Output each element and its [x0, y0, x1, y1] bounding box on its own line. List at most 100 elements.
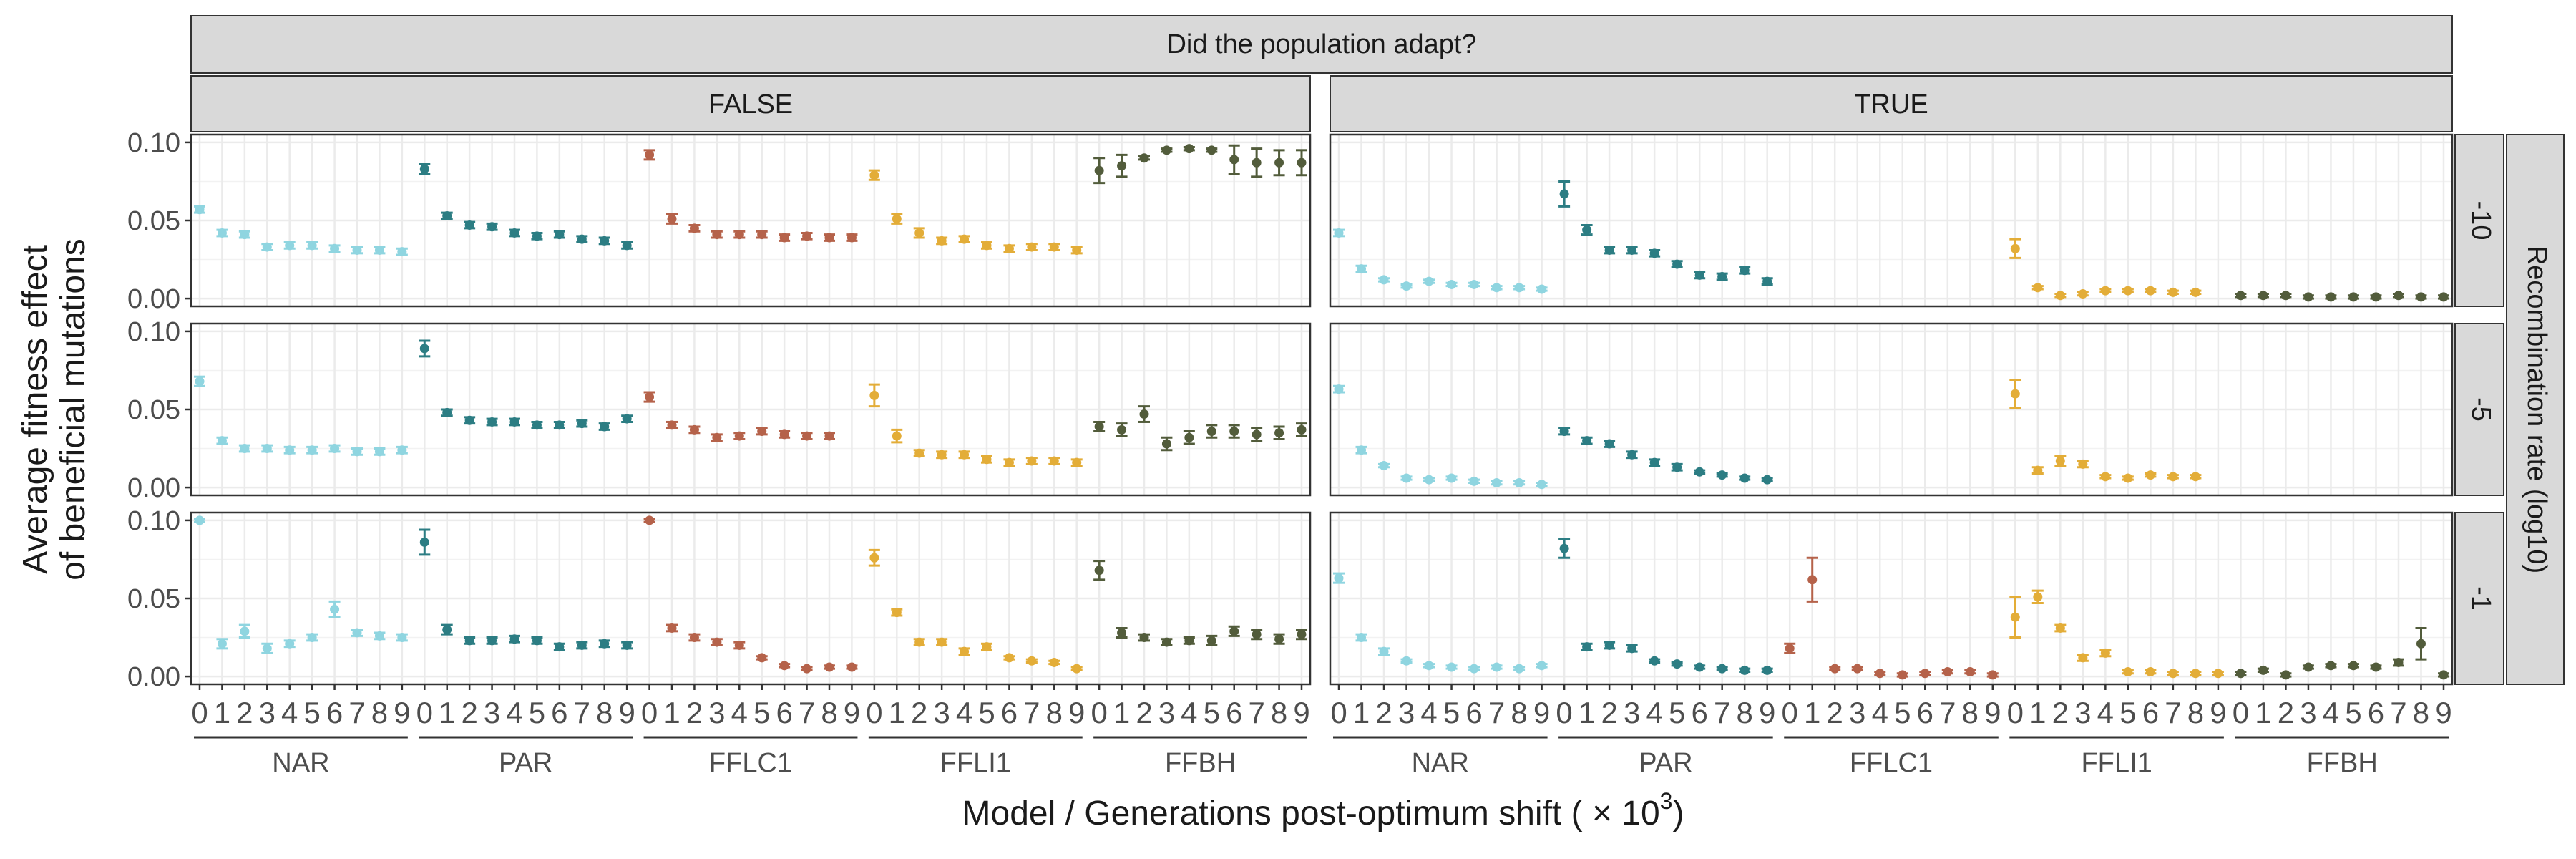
row-strip-minus10: -10 [2454, 134, 2504, 307]
data-point-PAR [532, 636, 542, 646]
data-point-FFBH [1274, 428, 1284, 438]
data-point-FFLI1 [2010, 243, 2020, 253]
row-strip-minus5: -5 [2454, 323, 2504, 496]
x-tick-label: 7 [1939, 696, 1956, 729]
model-label: FFBH [2307, 748, 2378, 778]
x-tick-label: 1 [1353, 696, 1370, 729]
data-point-FFLI1 [1004, 243, 1014, 253]
data-point-FFBH [2371, 292, 2381, 302]
data-point-FFLI1 [2078, 653, 2088, 663]
data-point-FFBH [1206, 427, 1216, 437]
data-point-PAR [1649, 656, 1659, 666]
x-tick-label: 2 [461, 696, 477, 729]
data-point-FFLC1 [802, 664, 812, 674]
x-tick-label: 5 [529, 696, 545, 729]
data-point-FFLI1 [1049, 657, 1059, 667]
data-point-FFLC1 [1875, 669, 1885, 679]
data-point-FFBH [1161, 145, 1171, 155]
data-point-PAR [1694, 662, 1704, 672]
data-point-FFBH [2394, 657, 2404, 667]
data-point-NAR [374, 631, 384, 641]
x-tick-label: 1 [1804, 696, 1820, 729]
data-point-FFLI1 [892, 431, 902, 441]
data-point-FFBH [1139, 409, 1149, 419]
x-tick-label: 8 [1737, 696, 1753, 729]
x-tick-label: 3 [933, 696, 950, 729]
data-point-FFBH [1094, 422, 1104, 432]
x-tick-label: 1 [1113, 696, 1130, 729]
data-point-NAR [352, 447, 362, 457]
data-point-FFLI1 [2123, 473, 2133, 483]
data-point-FFBH [2326, 292, 2336, 302]
data-point-FFLI1 [914, 228, 924, 238]
data-point-FFLI1 [1072, 245, 1082, 255]
data-point-PAR [600, 639, 610, 649]
data-point-FFBH [1117, 628, 1127, 638]
data-point-PAR [622, 414, 632, 424]
data-point-FFLI1 [1027, 242, 1037, 252]
data-point-FFLC1 [645, 392, 655, 402]
data-point-NAR [330, 604, 340, 614]
x-tick-label: 4 [1872, 696, 1888, 729]
x-tick-label: 1 [439, 696, 455, 729]
y-tick-label: 0.05 [127, 584, 180, 614]
data-point-FFLI1 [2145, 667, 2155, 677]
data-point-FFBH [1094, 165, 1104, 175]
data-point-FFBH [1252, 629, 1262, 639]
data-point-NAR [217, 228, 227, 238]
x-tick-label: 2 [1136, 696, 1152, 729]
x-tick-label: 5 [753, 696, 770, 729]
column-strip-true: TRUE [1330, 75, 2453, 132]
data-point-FFLI1 [1049, 242, 1059, 252]
data-point-PAR [577, 640, 587, 650]
panel-border [1329, 511, 2454, 686]
data-point-NAR [330, 444, 340, 454]
data-point-NAR [352, 628, 362, 638]
data-point-FFLI1 [1004, 457, 1014, 467]
data-point-PAR [577, 234, 587, 244]
data-point-NAR [1424, 475, 1434, 485]
data-point-NAR [195, 377, 205, 387]
data-layer--1-TRUE [1333, 538, 2449, 680]
x-tick-label: 9 [1293, 696, 1309, 729]
data-point-PAR [1740, 473, 1750, 483]
x-tick-label: 6 [2368, 696, 2384, 729]
data-point-FFBH [2416, 292, 2426, 302]
x-tick-label: 2 [911, 696, 927, 729]
panel--5-FALSE [191, 324, 1310, 495]
top-strip-label: Did the population adapt? [1166, 29, 1476, 59]
data-point-FFLI1 [2100, 286, 2110, 296]
data-point-PAR [1559, 543, 1569, 553]
data-point-FFLC1 [712, 432, 722, 442]
data-point-FFBH [2439, 670, 2449, 680]
x-tick-label: 4 [731, 696, 748, 729]
data-point-FFBH [2303, 292, 2313, 302]
data-point-NAR [330, 243, 340, 253]
data-point-PAR [532, 420, 542, 430]
data-point-PAR [1762, 475, 1772, 485]
data-point-FFLC1 [689, 633, 699, 643]
data-point-FFBH [2394, 291, 2404, 301]
right-strip-label: Recombination rate (log10) [2522, 246, 2552, 573]
x-axis-title-sup: 3 [1660, 788, 1673, 814]
data-point-FFLI1 [937, 637, 947, 647]
x-tick-label: 9 [1759, 696, 1775, 729]
data-point-PAR [1627, 644, 1637, 654]
data-point-FFBH [1206, 145, 1216, 155]
row-strip-minus5-label: -5 [2466, 397, 2496, 422]
x-tick-label: 3 [1158, 696, 1175, 729]
data-point-PAR [1582, 225, 1592, 235]
x-tick-label: 1 [889, 696, 905, 729]
x-tick-label: 5 [303, 696, 320, 729]
data-point-PAR [1604, 439, 1614, 449]
x-tick-label: 7 [1248, 696, 1264, 729]
data-point-PAR [555, 642, 565, 652]
data-point-NAR [285, 639, 295, 649]
data-point-FFBH [1139, 153, 1149, 163]
data-point-PAR [1717, 470, 1727, 480]
data-point-NAR [1357, 445, 1367, 455]
data-point-NAR [240, 230, 250, 240]
data-point-PAR [419, 344, 429, 354]
data-point-NAR [240, 626, 250, 636]
data-point-NAR [1492, 283, 1502, 293]
